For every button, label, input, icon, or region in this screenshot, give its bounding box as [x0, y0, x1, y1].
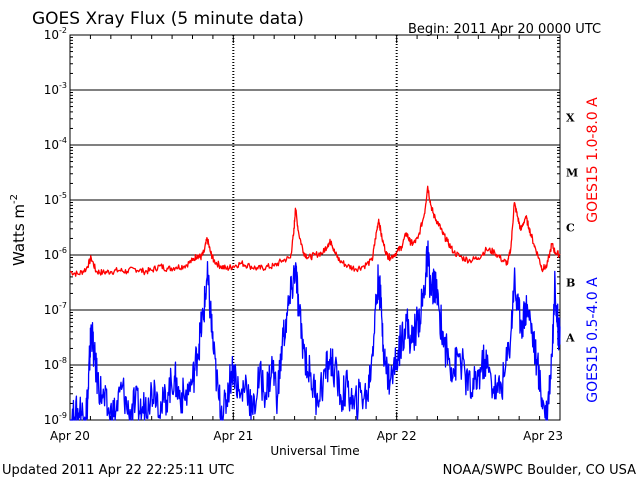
y-tick-label: 10-4	[44, 136, 67, 152]
y-ticks: 10-9 10-8 10-7 10-6 10-5 10-4 10-3 10-2	[44, 26, 560, 427]
flare-class-labels: X M C B A	[565, 112, 578, 345]
begin-label: Begin: 2011 Apr 20 0000 UTC	[408, 22, 601, 37]
y-tick-label: 10-6	[44, 246, 67, 262]
y-axis-label-base: Watts m	[10, 204, 28, 266]
flare-class-label: C	[566, 222, 575, 235]
flare-class-label: X	[566, 112, 575, 125]
x-axis-label: Universal Time	[270, 444, 359, 458]
flare-class-label: A	[565, 332, 575, 345]
y-axis-label-exp: -2	[9, 194, 20, 204]
y-tick-label: 10-5	[44, 191, 67, 207]
flare-class-label: M	[566, 167, 578, 180]
y-tick-label: 10-3	[44, 81, 67, 97]
x-tick-label: Apr 20	[50, 429, 90, 443]
y-tick-label: 10-8	[44, 356, 67, 372]
y-tick-label: 10-7	[44, 301, 67, 317]
x-tick-label: Apr 23	[523, 429, 563, 443]
series-label-long-text: GOES15 1.0-8.0 A	[585, 97, 601, 223]
svg-text:Watts m-2: Watts m-2	[9, 194, 28, 266]
credit-label: NOAA/SWPC Boulder, CO USA	[443, 463, 636, 478]
flare-class-label: B	[566, 277, 575, 290]
series-label-short-text: GOES15 0.5-4.0 A	[585, 277, 601, 403]
chart-title: GOES Xray Flux (5 minute data)	[32, 9, 304, 29]
data-series	[69, 185, 561, 421]
y-axis-label: Watts m-2	[9, 194, 28, 266]
y-tick-label: 10-2	[44, 26, 67, 42]
updated-label: Updated 2011 Apr 22 22:25:11 UTC	[2, 463, 234, 478]
x-tick-label: Apr 21	[213, 429, 253, 443]
x-ticks: Apr 20 Apr 21 Apr 22 Apr 23	[50, 35, 563, 443]
series-label-short: GOES15 0.5-4.0 A	[585, 277, 601, 403]
x-tick-label: Apr 22	[377, 429, 417, 443]
y-tick-label: 10-9	[44, 411, 67, 427]
series-label-long: GOES15 1.0-8.0 A	[585, 97, 601, 223]
series-line	[69, 240, 561, 421]
series-line	[69, 185, 561, 277]
